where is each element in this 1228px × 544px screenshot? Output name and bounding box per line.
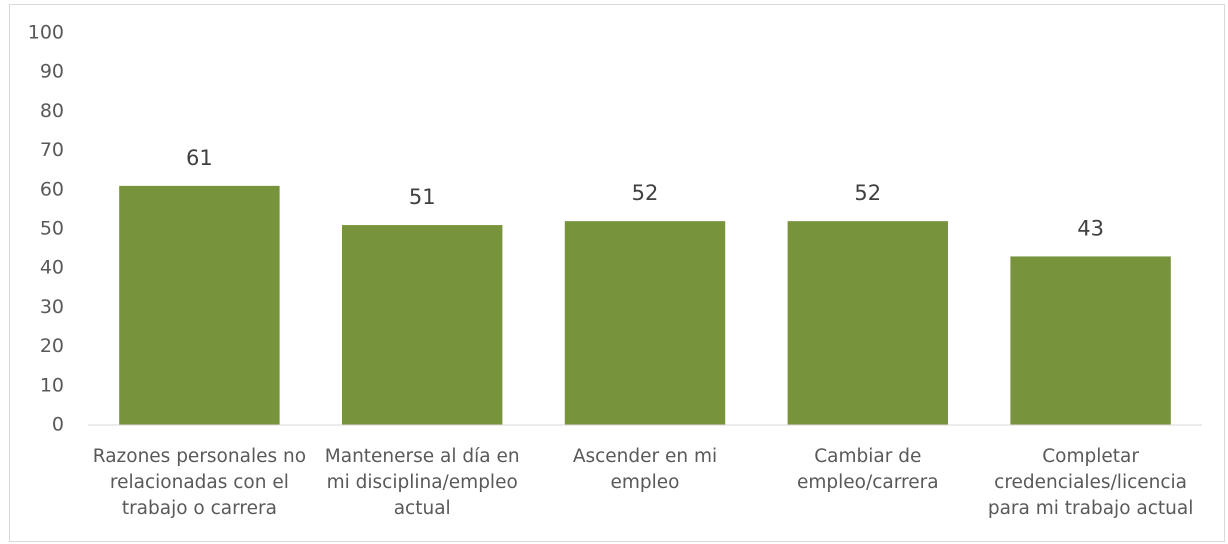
- x-tick-label: Cambiar de empleo/carrera: [797, 446, 939, 493]
- value-label: 61: [186, 146, 213, 170]
- y-tick-label: 20: [40, 335, 64, 357]
- y-tick-label: 70: [40, 139, 64, 161]
- value-label: 52: [632, 181, 659, 205]
- bar: [787, 221, 949, 425]
- y-tick-label: 40: [40, 257, 64, 279]
- y-tick-label: 50: [40, 218, 64, 240]
- bar: [1010, 256, 1171, 425]
- bar: [564, 221, 726, 425]
- y-tick-label: 10: [40, 374, 64, 396]
- value-label: 43: [1077, 216, 1104, 240]
- y-tick-label: 100: [28, 22, 64, 44]
- y-tick-label: 30: [40, 296, 64, 318]
- x-tick-label: Ascender en mi empleo: [572, 446, 718, 493]
- y-tick-label: 80: [40, 100, 64, 122]
- x-tick-label: Razones personales no relacionadas con e…: [92, 446, 307, 519]
- bar: [119, 185, 280, 425]
- value-label: 51: [409, 185, 436, 209]
- chart-frame: [9, 4, 1225, 542]
- y-tick-label: 60: [40, 178, 64, 200]
- y-tick-label: 90: [40, 61, 64, 83]
- value-label: 52: [854, 181, 881, 205]
- x-tick-label: Completar credenciales/licencia para mi …: [987, 446, 1194, 519]
- x-tick-label: Mantenerse al día en mi disciplina/emple…: [324, 446, 520, 519]
- y-tick-label: 0: [52, 414, 64, 436]
- bar: [341, 225, 503, 425]
